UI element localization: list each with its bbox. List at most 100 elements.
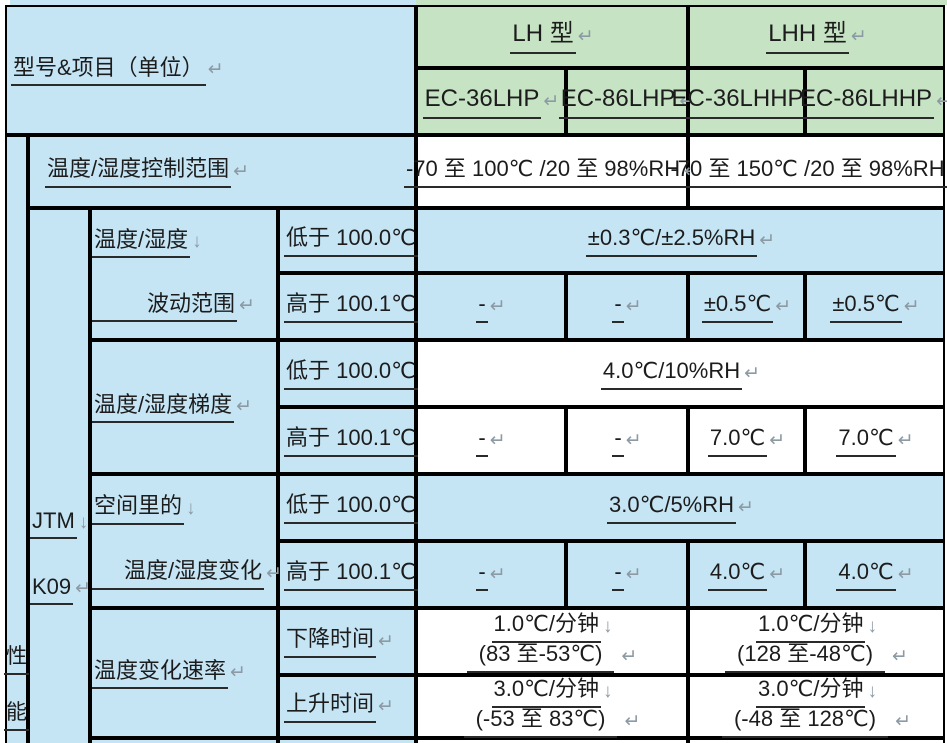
- cell-group-lh[interactable]: LH 型 ↵: [418, 7, 686, 66]
- model-name: EC-36LHHP: [669, 84, 806, 119]
- spec-value: ±0.5℃: [701, 290, 774, 323]
- cell-rate-down-label[interactable]: 下降时间 ↵: [280, 610, 414, 673]
- cell-variation-above-value-3[interactable]: 4.0℃ ↵: [690, 543, 803, 606]
- spec-value: -: [612, 424, 624, 457]
- cell-variation-label[interactable]: 空间里的 ↓ 温度/湿度变化 ↵: [92, 476, 282, 606]
- condition-label: 高于 100.1℃: [284, 424, 418, 457]
- bottom-sliver-condition: [280, 740, 414, 743]
- spec-value: (128 至-48℃): [725, 640, 886, 673]
- cell-gradient-below-value[interactable]: 4.0℃/10%RH ↵: [418, 342, 943, 405]
- cell-variation-above-value-2[interactable]: - ↵: [568, 543, 686, 606]
- spec-value: 7.0℃: [707, 424, 768, 457]
- cell-group-lhh[interactable]: LHH 型 ↵: [690, 7, 943, 66]
- linebreak-mark-icon: ↓: [78, 512, 89, 534]
- enter-mark-icon: ↵: [621, 645, 638, 667]
- enter-mark-icon: ↵: [936, 90, 947, 112]
- cell-variation-above-value-1[interactable]: - ↵: [418, 543, 564, 606]
- cell-model-item-header[interactable]: 型号&项目（单位） ↵: [7, 7, 414, 133]
- enter-mark-icon: ↵: [897, 429, 914, 451]
- cell-model-ec-86lhhp[interactable]: EC-86LHHP ↵: [798, 70, 947, 133]
- linebreak-mark-icon: ↓: [867, 615, 877, 637]
- cell-fluctuation-cond-above[interactable]: 高于 100.1℃↵: [280, 275, 436, 338]
- top-sliver-left: [10, 0, 416, 5]
- bottom-sliver-label: [92, 740, 276, 743]
- control-range-value: -70 至 150℃ /20 至 98%RH: [668, 155, 947, 188]
- spec-table: 型号&项目（单位） ↵ LH 型 ↵ LHH 型 ↵ EC-36LHP ↵ EC-86L…: [4, 5, 947, 743]
- category-char: 性: [4, 644, 29, 676]
- cell-control-range-lh-value[interactable]: -70 至 100℃ /20 至 98%RH↵: [403, 137, 700, 206]
- control-range-label: 温度/湿度控制范围: [45, 155, 232, 188]
- cell-gradient-above-value-1[interactable]: - ↵: [418, 409, 564, 472]
- enter-mark-icon: ↵: [625, 295, 642, 317]
- cell-gradient-cond-above[interactable]: 高于 100.1℃↵: [280, 409, 436, 472]
- linebreak-mark-icon: ↓: [602, 680, 613, 702]
- enter-mark-icon: ↵: [489, 563, 506, 585]
- spec-value: -: [612, 290, 624, 323]
- linebreak-mark-icon: ↓: [602, 615, 613, 637]
- cell-variation-cond-below[interactable]: 低于 100.0℃↵: [280, 476, 436, 539]
- rate-label: 温度变化速率: [92, 657, 229, 690]
- cell-control-range-lhh-value[interactable]: -70 至 150℃ /20 至 98%RH↵: [668, 137, 947, 206]
- enter-mark-icon: ↵: [850, 25, 867, 47]
- cell-gradient-above-value-3[interactable]: 7.0℃ ↵: [690, 409, 803, 472]
- cell-rate-down-lh-value[interactable]: 1.0℃/分钟 ↓ (83 至-53℃) ↵: [418, 610, 686, 673]
- spec-value: 4.0℃/10%RH: [600, 357, 743, 390]
- enter-mark-icon: ↵: [744, 362, 761, 384]
- enter-mark-icon: ↵: [489, 429, 506, 451]
- cell-variation-above-value-4[interactable]: 4.0℃ ↵: [807, 543, 943, 606]
- enter-mark-icon: ↵: [236, 396, 253, 418]
- enter-mark-icon: ↵: [239, 295, 255, 317]
- cell-standard-jtm-k09[interactable]: JTM ↓ K09 ↵: [30, 210, 92, 743]
- enter-mark-icon: ↵: [75, 578, 92, 600]
- cell-fluctuation-above-value-3[interactable]: ±0.5℃ ↵: [690, 275, 803, 338]
- model-name: EC-86LHP: [558, 84, 678, 119]
- enter-mark-icon: ↵: [577, 25, 594, 47]
- spec-value: -: [476, 424, 488, 457]
- enter-mark-icon: ↵: [624, 710, 641, 732]
- cell-rate-up-label[interactable]: 上升时间 ↵: [280, 677, 414, 736]
- enter-mark-icon: ↵: [543, 90, 560, 112]
- spec-value: -: [476, 290, 488, 323]
- model-name: EC-36LHP: [422, 84, 542, 119]
- cell-fluctuation-label[interactable]: 温度/湿度 ↓ 波动范围 ↵: [92, 210, 276, 338]
- enter-mark-icon: ↵: [892, 645, 908, 667]
- enter-mark-icon: ↵: [738, 496, 754, 518]
- cell-control-range-label[interactable]: 温度/湿度控制范围 ↵: [30, 137, 414, 206]
- cell-rate-down-lhh-value[interactable]: 1.0℃/分钟 ↓ (128 至-48℃) ↵: [690, 610, 943, 673]
- spec-value: (-48 至 128℃): [721, 705, 889, 738]
- enter-mark-icon: ↵: [266, 562, 283, 584]
- cell-model-ec-86lhp[interactable]: EC-86LHP ↵: [558, 70, 695, 133]
- enter-mark-icon: ↵: [775, 295, 792, 317]
- cell-fluctuation-above-value-4[interactable]: ±0.5℃ ↵: [807, 275, 943, 338]
- cell-gradient-label[interactable]: 温度/湿度梯度 ↵: [92, 342, 276, 472]
- enter-mark-icon: ↵: [769, 563, 786, 585]
- cell-fluctuation-above-value-1[interactable]: - ↵: [418, 275, 564, 338]
- cell-gradient-above-value-2[interactable]: - ↵: [568, 409, 686, 472]
- cell-variation-cond-above[interactable]: 高于 100.1℃↵: [280, 543, 436, 606]
- linebreak-mark-icon: ↓: [192, 231, 202, 253]
- cell-category-performance[interactable]: 性 能: [4, 137, 29, 743]
- cell-rate-label[interactable]: 温度变化速率 ↵: [92, 610, 276, 736]
- cell-fluctuation-cond-below[interactable]: 低于 100.0℃↵: [280, 210, 436, 271]
- cell-variation-below-value[interactable]: 3.0℃/5%RH ↵: [418, 476, 943, 539]
- cell-fluctuation-below-value[interactable]: ±0.3℃/±2.5%RH ↵: [418, 210, 943, 271]
- enter-mark-icon: ↵: [625, 563, 642, 585]
- category-char: 能: [4, 700, 29, 731]
- spec-value: -: [612, 558, 624, 591]
- enter-mark-icon: ↵: [378, 630, 394, 652]
- bottom-sliver-lhh-value: [690, 740, 943, 743]
- cell-model-ec-36lhhp[interactable]: EC-36LHHP↵: [669, 70, 823, 133]
- cell-fluctuation-above-value-2[interactable]: - ↵: [568, 275, 686, 338]
- control-range-value: -70 至 100℃ /20 至 98%RH: [403, 155, 683, 188]
- cell-gradient-cond-below[interactable]: 低于 100.0℃↵: [280, 342, 436, 405]
- cell-rate-up-lh-value[interactable]: 3.0℃/分钟 ↓ (-53 至 83℃) ↵: [418, 676, 686, 738]
- spec-value: 4.0℃: [836, 558, 896, 591]
- variation-label-line1: 空间里的: [92, 492, 185, 525]
- group-lh-label: LH 型: [510, 19, 576, 54]
- cell-rate-up-lhh-value[interactable]: 3.0℃/分钟 ↓ (-48 至 128℃) ↵: [690, 676, 943, 738]
- cell-gradient-above-value-4[interactable]: 7.0℃ ↵: [807, 409, 943, 472]
- enter-mark-icon: ↵: [489, 295, 506, 317]
- cell-model-ec-36lhp[interactable]: EC-36LHP ↵: [418, 70, 564, 133]
- linebreak-mark-icon: ↓: [186, 497, 196, 519]
- condition-label: 低于 100.0℃: [284, 224, 418, 257]
